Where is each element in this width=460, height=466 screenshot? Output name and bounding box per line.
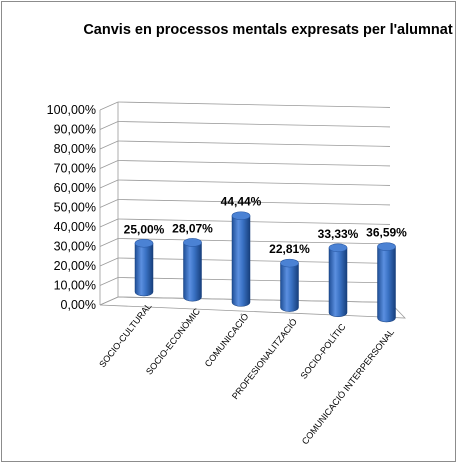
side-gridline xyxy=(99,199,119,208)
bar xyxy=(183,238,202,302)
chart-title: Canvis en processos mentals expresats pe… xyxy=(83,22,452,38)
bar xyxy=(231,211,251,307)
y-tick-label: 20,00% xyxy=(54,259,96,273)
chart-frame xyxy=(1,1,456,462)
bar-body xyxy=(231,215,251,307)
y-tick-label: 60,00% xyxy=(54,181,96,195)
bar-body xyxy=(328,247,348,318)
bar-top xyxy=(231,211,251,221)
bar-top xyxy=(134,238,154,248)
back-gridline xyxy=(117,218,391,225)
bar-top xyxy=(280,258,299,268)
back-gridline xyxy=(117,121,391,128)
side-gridline xyxy=(99,257,119,267)
back-gridline xyxy=(117,277,391,284)
y-tick-label: 50,00% xyxy=(54,201,96,215)
bar-top xyxy=(377,242,396,251)
back-gridline xyxy=(117,160,391,167)
back-gridline xyxy=(117,101,391,108)
y-tick-label: 0,00% xyxy=(61,298,96,312)
bar xyxy=(377,242,396,323)
bar-body xyxy=(377,246,396,323)
data-label: 22,81% xyxy=(269,242,310,256)
x-category-label: SOCIO-CULTURAL xyxy=(97,301,153,369)
data-label: 25,00% xyxy=(124,222,165,236)
y-tick-label: 70,00% xyxy=(54,162,96,176)
bar-body xyxy=(280,262,299,312)
y-tick-label: 80,00% xyxy=(54,142,96,156)
side-gridline xyxy=(99,296,119,306)
x-category-label: COMUNICACIÓ xyxy=(203,311,251,368)
back-gridline xyxy=(117,296,391,303)
back-gridline xyxy=(117,199,391,206)
y-tick-label: 90,00% xyxy=(54,123,96,137)
back-gridline xyxy=(117,257,391,264)
y-tick-label: 30,00% xyxy=(54,240,96,254)
x-category-label: COMUNICACIÓ INTERPERSONAL xyxy=(300,327,396,446)
data-label: 28,07% xyxy=(172,221,213,235)
side-gridline xyxy=(99,277,119,286)
bar-top xyxy=(183,238,202,247)
y-axis-ticks: 0,00% 10,00% 20,00% 30,00% 40,00% 50,00% 60,00… xyxy=(47,103,96,312)
bars xyxy=(134,211,396,323)
back-gridline xyxy=(117,179,391,186)
back-gridline xyxy=(117,140,391,147)
data-label: 33,33% xyxy=(318,227,359,241)
data-label: 44,44% xyxy=(221,195,262,209)
bar xyxy=(134,238,154,297)
x-category-label: SOCIO-POLÍTIC xyxy=(298,321,347,380)
x-category-label: SOCIO-ECONÒMIC xyxy=(144,306,202,377)
data-label: 36,59% xyxy=(366,226,407,240)
bar-top xyxy=(328,243,348,253)
y-tick-label: 100,00% xyxy=(47,103,96,117)
side-gridline xyxy=(99,160,119,169)
bar xyxy=(328,243,348,318)
bar-body xyxy=(183,242,202,302)
side-gridline xyxy=(99,101,119,111)
side-gridline xyxy=(99,218,119,228)
bar xyxy=(280,258,299,312)
side-gridline xyxy=(99,179,119,189)
side-gridline xyxy=(99,140,119,150)
bar-body xyxy=(134,243,154,297)
side-gridline xyxy=(99,121,119,130)
back-gridline xyxy=(117,238,391,245)
data-labels: 25,00% 28,07% 44,44% 22,81% 33,33% 36,59% xyxy=(124,195,408,256)
y-tick-label: 10,00% xyxy=(54,279,96,293)
y-tick-label: 40,00% xyxy=(54,220,96,234)
side-gridline xyxy=(99,238,119,247)
